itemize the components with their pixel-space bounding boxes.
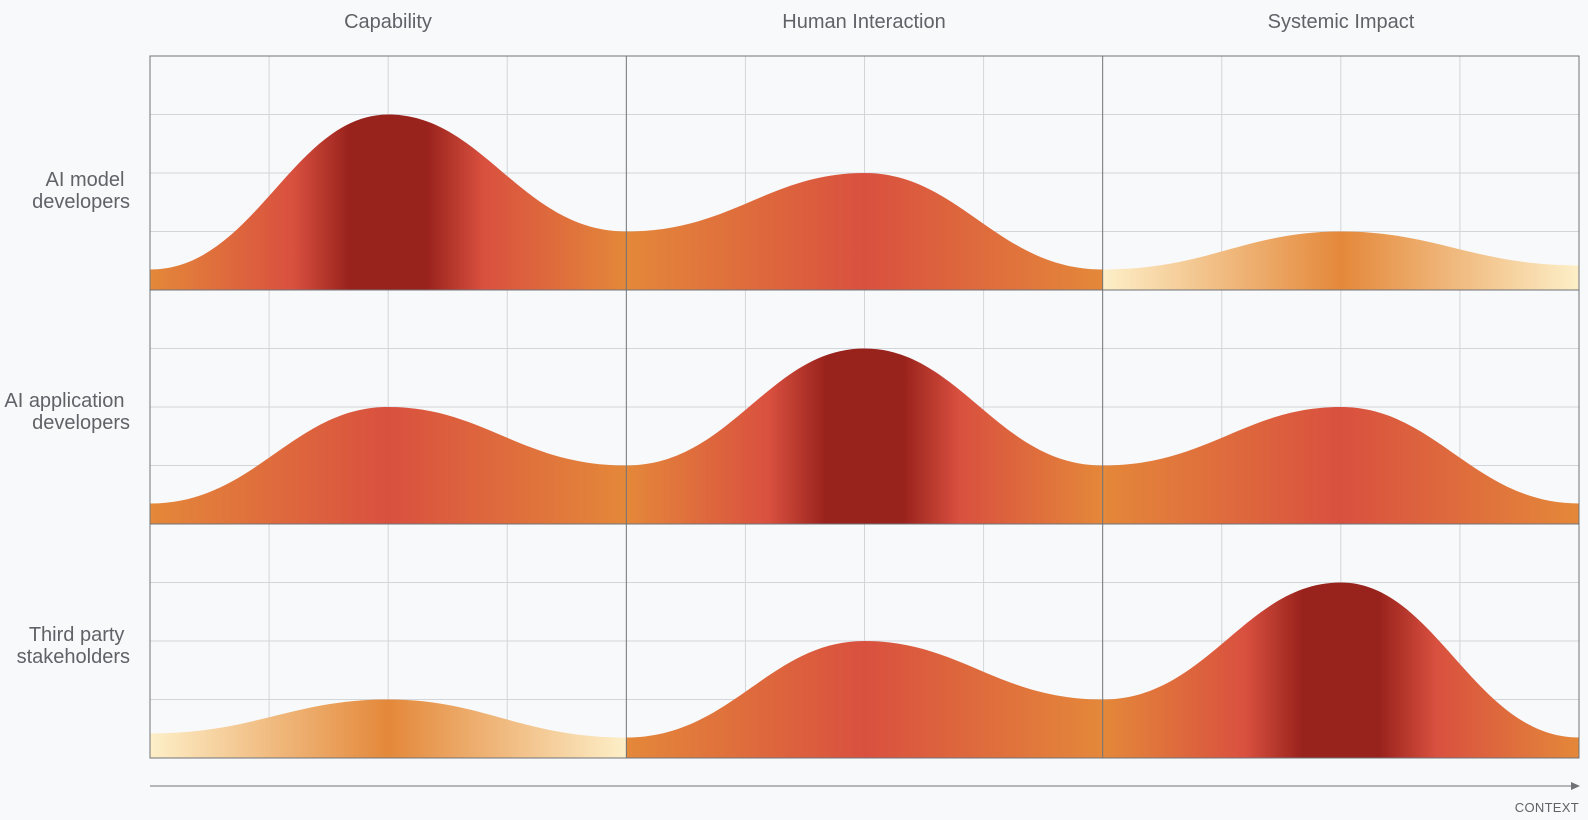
- context-axis: CONTEXT: [150, 782, 1580, 815]
- level-wave-row-1: [150, 114, 1579, 290]
- row-label-line: AI model: [46, 169, 125, 191]
- context-axis-arrow-icon: [1571, 782, 1580, 790]
- row-label-ai-model-developers: AI model developers: [32, 169, 130, 213]
- panel-borders: [149, 55, 1580, 759]
- level-wave-row-2: [150, 348, 1579, 524]
- row-labels: AI model developers AI application devel…: [4, 169, 130, 668]
- row-label-line: AI application: [4, 390, 124, 412]
- outer-frame: [149, 55, 1580, 759]
- level-wave-row-3: [150, 582, 1579, 758]
- column-title-capability: Capability: [344, 11, 432, 33]
- row-label-third-party-stakeholders: Third party stakeholders: [17, 624, 130, 668]
- row-label-ai-application-developers: AI application developers: [4, 390, 130, 434]
- level-waves: [150, 114, 1579, 758]
- column-title-systemic-impact: Systemic Impact: [1268, 11, 1415, 33]
- row-label-line: Third party: [29, 624, 125, 646]
- row-label-line: stakeholders: [17, 646, 130, 668]
- column-title-human-interaction: Human Interaction: [782, 11, 945, 33]
- row-label-line: developers: [32, 412, 130, 434]
- row-label-line: developers: [32, 191, 130, 213]
- column-titles: Capability Human Interaction Systemic Im…: [344, 11, 1415, 33]
- context-axis-label: CONTEXT: [1515, 800, 1579, 815]
